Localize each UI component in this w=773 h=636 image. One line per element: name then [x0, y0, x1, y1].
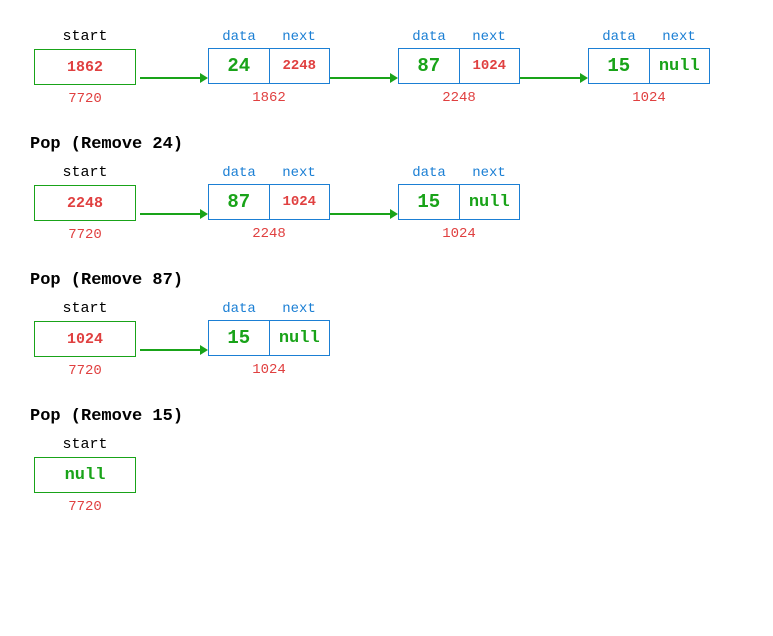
node-next: null — [460, 185, 520, 219]
stage-2: Pop (Remove 87) start 1024 7720 datanext… — [30, 271, 743, 379]
node-next: 2248 — [270, 49, 330, 83]
start-label: start — [62, 436, 107, 453]
start-label: start — [62, 28, 107, 45]
node-0: datanext 15 null 1024 — [208, 301, 330, 378]
data-header: data — [209, 301, 269, 317]
stage-1: Pop (Remove 24) start 2248 7720 datanext… — [30, 135, 743, 243]
start-address: 7720 — [68, 91, 102, 107]
start-label: start — [62, 164, 107, 181]
data-header: data — [209, 165, 269, 181]
node-1: datanext 15 null 1024 — [398, 165, 520, 242]
arrow-icon — [140, 197, 208, 231]
node-address: 2248 — [252, 226, 286, 242]
node-data: 15 — [209, 321, 270, 355]
node-address: 1024 — [442, 226, 476, 242]
stage-caption: Pop (Remove 87) — [30, 271, 743, 290]
data-header: data — [589, 29, 649, 45]
stage-3: Pop (Remove 15) start null 7720 — [30, 407, 743, 515]
node-headers: datanext — [209, 301, 329, 317]
start-box: 1862 — [34, 49, 136, 85]
arrow-icon — [330, 197, 398, 231]
node-address: 1024 — [252, 362, 286, 378]
start-address: 7720 — [68, 363, 102, 379]
arrow-icon — [520, 61, 588, 95]
next-header: next — [269, 29, 329, 45]
next-header: next — [459, 29, 519, 45]
stage-0: start 1862 7720 datanext 24 2248 1862 da… — [30, 28, 743, 107]
start-box: null — [34, 457, 136, 493]
data-header: data — [399, 165, 459, 181]
start-address: 7720 — [68, 499, 102, 515]
node-1: datanext 87 1024 2248 — [398, 29, 520, 106]
stage-caption: Pop (Remove 15) — [30, 407, 743, 426]
node-data: 24 — [209, 49, 270, 83]
node-headers: datanext — [399, 29, 519, 45]
start-box: 1024 — [34, 321, 136, 357]
stage-1-row: start 2248 7720 datanext 87 1024 2248 da… — [30, 164, 743, 243]
next-header: next — [649, 29, 709, 45]
node-headers: datanext — [209, 165, 329, 181]
start-column: start null 7720 — [30, 436, 140, 515]
node-next: 1024 — [270, 185, 330, 219]
data-header: data — [209, 29, 269, 45]
next-header: next — [269, 165, 329, 181]
node-headers: datanext — [209, 29, 329, 45]
next-header: next — [269, 301, 329, 317]
start-address: 7720 — [68, 227, 102, 243]
start-column: start 1024 7720 — [30, 300, 140, 379]
next-header: next — [459, 165, 519, 181]
node-next: null — [270, 321, 330, 355]
node-box: 15 null — [208, 320, 330, 356]
stage-3-row: start null 7720 — [30, 436, 743, 515]
node-0: datanext 24 2248 1862 — [208, 29, 330, 106]
start-column: start 1862 7720 — [30, 28, 140, 107]
node-data: 15 — [399, 185, 460, 219]
node-data: 15 — [589, 49, 650, 83]
start-box: 2248 — [34, 185, 136, 221]
node-box: 15 null — [588, 48, 710, 84]
node-next: null — [650, 49, 710, 83]
node-2: datanext 15 null 1024 — [588, 29, 710, 106]
arrow-icon — [140, 333, 208, 367]
node-data: 87 — [399, 49, 460, 83]
stage-2-row: start 1024 7720 datanext 15 null 1024 — [30, 300, 743, 379]
stage-caption: Pop (Remove 24) — [30, 135, 743, 154]
node-headers: datanext — [399, 165, 519, 181]
start-column: start 2248 7720 — [30, 164, 140, 243]
node-0: datanext 87 1024 2248 — [208, 165, 330, 242]
node-address: 2248 — [442, 90, 476, 106]
node-data: 87 — [209, 185, 270, 219]
node-box: 15 null — [398, 184, 520, 220]
arrow-icon — [140, 61, 208, 95]
node-next: 1024 — [460, 49, 520, 83]
node-headers: datanext — [589, 29, 709, 45]
stage-0-row: start 1862 7720 datanext 24 2248 1862 da… — [30, 28, 743, 107]
node-address: 1024 — [632, 90, 666, 106]
start-label: start — [62, 300, 107, 317]
data-header: data — [399, 29, 459, 45]
node-address: 1862 — [252, 90, 286, 106]
node-box: 87 1024 — [398, 48, 520, 84]
arrow-icon — [330, 61, 398, 95]
node-box: 87 1024 — [208, 184, 330, 220]
node-box: 24 2248 — [208, 48, 330, 84]
